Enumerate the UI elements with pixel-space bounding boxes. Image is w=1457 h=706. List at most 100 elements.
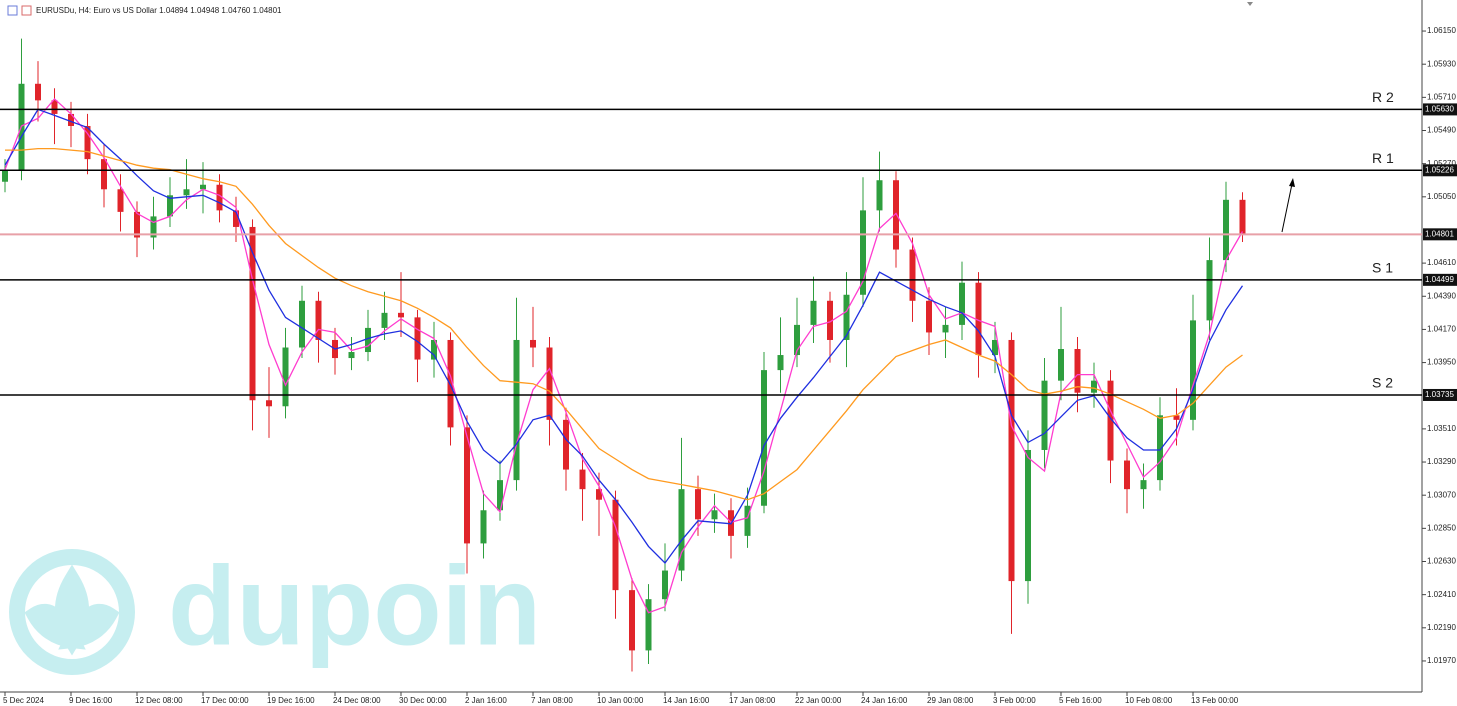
y-tick-label: 1.02630 bbox=[1427, 557, 1456, 566]
last-price-label: 1.04801 bbox=[1425, 229, 1454, 238]
watermark: dupoin bbox=[168, 544, 541, 669]
level-label: 1.05226 bbox=[1425, 165, 1454, 174]
level-label: 1.05630 bbox=[1425, 105, 1454, 114]
header-title: EURUSDu, H4: Euro vs US Dollar 1.04894 1… bbox=[36, 6, 282, 15]
y-tick-label: 1.01970 bbox=[1427, 656, 1456, 665]
candle-body bbox=[299, 300, 305, 348]
y-tick-label: 1.04390 bbox=[1427, 291, 1456, 300]
x-tick-label: 17 Jan 08:00 bbox=[729, 696, 776, 705]
candle-body bbox=[711, 510, 718, 520]
candle-body bbox=[1091, 380, 1097, 393]
candle-body bbox=[546, 347, 553, 420]
level-name: S 2 bbox=[1372, 375, 1393, 391]
candle-body bbox=[431, 339, 437, 360]
y-tick-label: 1.06150 bbox=[1427, 26, 1456, 35]
candle-body bbox=[233, 210, 239, 227]
candle-body bbox=[51, 100, 58, 114]
x-tick-label: 3 Feb 00:00 bbox=[993, 696, 1036, 705]
level-name: R 1 bbox=[1372, 150, 1394, 166]
y-tick-label: 1.03950 bbox=[1427, 358, 1456, 367]
candle-body bbox=[398, 312, 404, 318]
candle-body bbox=[414, 317, 421, 360]
candle-body bbox=[645, 599, 652, 651]
x-tick-label: 19 Dec 16:00 bbox=[267, 696, 315, 705]
candle-body bbox=[563, 419, 569, 470]
y-tick-label: 1.05490 bbox=[1427, 126, 1456, 135]
y-tick-label: 1.05270 bbox=[1427, 159, 1456, 168]
y-tick-label: 1.05930 bbox=[1427, 59, 1456, 68]
candle-body bbox=[1239, 199, 1246, 235]
candle-body bbox=[1041, 380, 1048, 450]
candle-body bbox=[1223, 199, 1229, 261]
candle-body bbox=[381, 312, 388, 328]
candle-body bbox=[84, 125, 91, 160]
candle-body bbox=[1074, 349, 1081, 393]
level-label: 1.03735 bbox=[1425, 390, 1454, 399]
watermark-logo bbox=[9, 549, 135, 675]
level-tag bbox=[1423, 103, 1457, 116]
candle-body bbox=[513, 339, 520, 481]
candle-body bbox=[744, 505, 751, 536]
candle-body bbox=[794, 324, 800, 356]
x-tick-label: 7 Jan 08:00 bbox=[531, 696, 573, 705]
candle-body bbox=[1157, 415, 1163, 481]
candle-body bbox=[629, 590, 635, 651]
candle-body bbox=[695, 489, 701, 520]
candle-body bbox=[777, 355, 784, 371]
candle-body bbox=[117, 189, 124, 212]
moving-average bbox=[4, 108, 1244, 564]
x-tick-label: 14 Jan 16:00 bbox=[663, 696, 710, 705]
candle-body bbox=[893, 180, 899, 250]
x-tick-label: 9 Dec 16:00 bbox=[69, 696, 113, 705]
candle-body bbox=[1025, 449, 1031, 582]
y-tick-label: 1.03510 bbox=[1427, 424, 1456, 433]
level-name: R 2 bbox=[1372, 89, 1394, 105]
moving-average bbox=[4, 97, 1244, 614]
candle-body bbox=[1058, 349, 1064, 381]
candle-body bbox=[860, 210, 866, 295]
candle-body bbox=[1140, 480, 1147, 490]
candle-body bbox=[365, 327, 371, 353]
y-tick-label: 1.02190 bbox=[1427, 623, 1456, 632]
candle-body bbox=[843, 294, 850, 340]
x-tick-label: 17 Dec 00:00 bbox=[201, 696, 249, 705]
candle-body bbox=[134, 211, 140, 238]
candle-body bbox=[216, 184, 223, 211]
x-tick-label: 12 Dec 08:00 bbox=[135, 696, 183, 705]
candle-body bbox=[942, 324, 949, 333]
scroll-marker bbox=[1247, 2, 1253, 6]
candle-body bbox=[1008, 339, 1015, 582]
x-tick-label: 29 Jan 08:00 bbox=[927, 696, 974, 705]
candle-body bbox=[810, 300, 817, 325]
candle-body bbox=[596, 489, 602, 500]
candle-body bbox=[282, 347, 289, 407]
candle-body bbox=[183, 189, 190, 196]
candle-body bbox=[249, 226, 256, 401]
y-tick-label: 1.03070 bbox=[1427, 490, 1456, 499]
candle-body bbox=[662, 570, 668, 600]
x-tick-label: 5 Feb 16:00 bbox=[1059, 696, 1102, 705]
candle-body bbox=[909, 249, 916, 301]
candle-body bbox=[1206, 260, 1213, 321]
candle-body bbox=[2, 169, 8, 182]
candle-body bbox=[1124, 460, 1130, 490]
candle-body bbox=[35, 83, 41, 101]
candle-body bbox=[678, 489, 685, 571]
candle-body bbox=[348, 352, 355, 359]
candle-body bbox=[1173, 415, 1180, 420]
candle-body bbox=[68, 113, 74, 126]
candle-body bbox=[464, 427, 470, 544]
candle-body bbox=[876, 180, 883, 211]
candle-body bbox=[959, 282, 965, 325]
candle-body bbox=[530, 339, 536, 348]
last-price-tag bbox=[1423, 228, 1457, 241]
candle-body bbox=[761, 370, 767, 506]
level-tag bbox=[1423, 273, 1457, 286]
x-tick-label: 24 Dec 08:00 bbox=[333, 696, 381, 705]
candle-body bbox=[266, 400, 272, 407]
candle-body bbox=[827, 300, 833, 340]
candle-body bbox=[200, 184, 206, 190]
candle-body bbox=[612, 499, 619, 591]
